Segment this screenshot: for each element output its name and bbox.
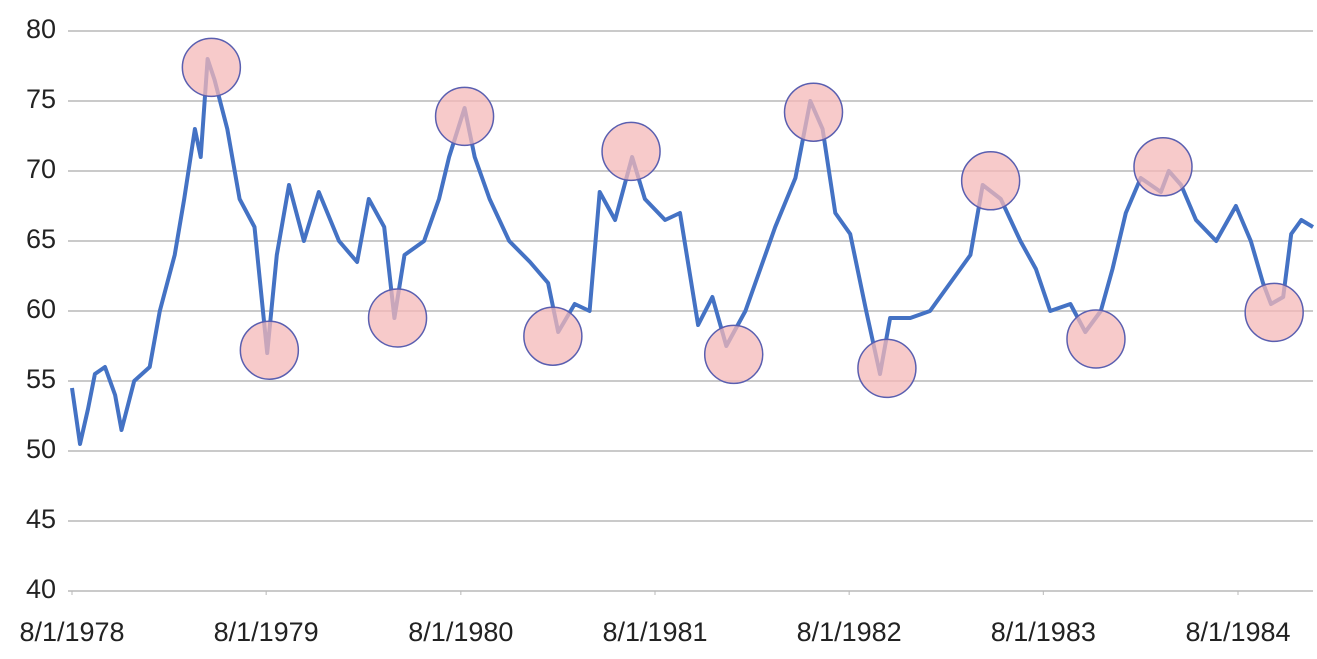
data-line <box>70 57 1315 446</box>
highlight-circle <box>434 86 495 147</box>
highlight-circle <box>601 121 661 182</box>
x-tick-label: 8/1/1983 <box>991 617 1096 647</box>
highlight-circle <box>960 151 1021 211</box>
y-tick-label: 65 <box>26 224 56 254</box>
x-tick-label: 8/1/1979 <box>214 617 319 647</box>
highlight-circle <box>181 37 242 98</box>
y-tick-label: 40 <box>26 574 56 604</box>
highlight-circle <box>239 320 300 380</box>
y-tick-label: 50 <box>26 434 56 464</box>
y-tick-label: 55 <box>26 364 56 394</box>
highlight-circle <box>1244 282 1304 343</box>
highlight-circle <box>1066 309 1126 369</box>
x-tick-label: 8/1/1982 <box>797 617 902 647</box>
y-tick-label: 75 <box>26 84 56 114</box>
highlight-circle <box>367 288 428 348</box>
y-tick-label: 80 <box>26 14 56 44</box>
highlight-circle <box>703 324 764 385</box>
x-tick-label: 8/1/1978 <box>19 617 124 647</box>
highlight-circle <box>1133 137 1193 197</box>
x-tick-label: 8/1/1980 <box>408 617 513 647</box>
highlight-circle <box>857 338 917 399</box>
y-tick-label: 45 <box>26 504 56 534</box>
x-tick-label: 8/1/1984 <box>1185 617 1290 647</box>
x-tick-label: 8/1/1981 <box>602 617 707 647</box>
y-tick-label: 60 <box>26 294 56 324</box>
highlight-circle <box>783 82 844 142</box>
highlight-circle <box>523 306 583 366</box>
y-tick-label: 70 <box>26 154 56 184</box>
